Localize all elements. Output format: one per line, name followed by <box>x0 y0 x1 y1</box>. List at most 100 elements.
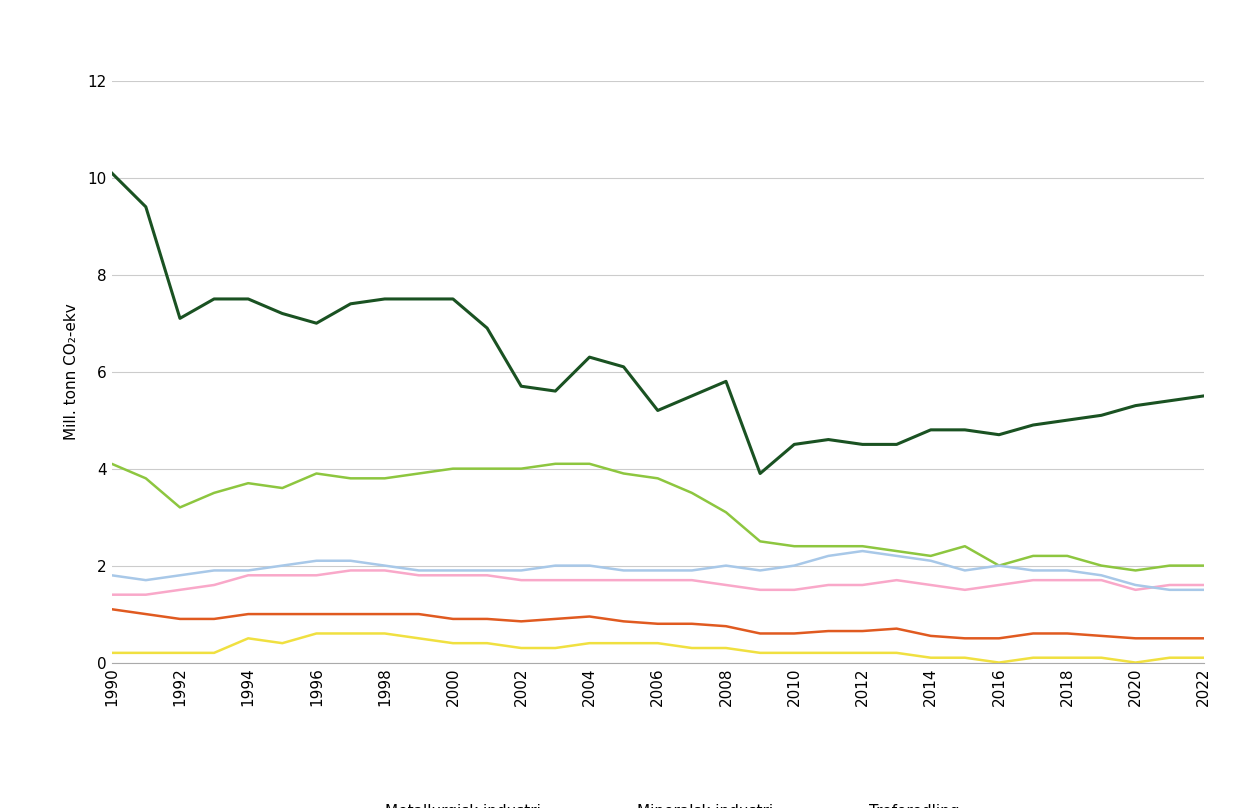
Line: Mineralsk industri: Mineralsk industri <box>112 570 1204 595</box>
Treforedling <box>1163 653 1178 663</box>
Oljeraffinering <box>719 561 733 570</box>
Metallurgisk industri <box>890 440 905 449</box>
Annen industri <box>650 619 665 629</box>
Mineralsk industri <box>172 585 187 595</box>
Metallurgisk industri <box>1196 391 1211 401</box>
Treforedling <box>104 648 119 658</box>
Kjemisk industri <box>992 561 1006 570</box>
Metallurgisk industri <box>549 386 563 396</box>
Kjemisk industri <box>923 551 938 561</box>
Mineralsk industri <box>241 570 256 580</box>
Oljeraffinering <box>1163 585 1178 595</box>
Kjemisk industri <box>685 488 700 498</box>
Oljeraffinering <box>377 561 392 570</box>
Oljeraffinering <box>855 546 870 556</box>
Treforedling <box>1026 653 1041 663</box>
Annen industri <box>139 609 154 619</box>
Treforedling <box>1196 653 1211 663</box>
Kjemisk industri <box>1060 551 1075 561</box>
Kjemisk industri <box>855 541 870 551</box>
Treforedling <box>685 643 700 653</box>
Treforedling <box>992 658 1006 667</box>
Kjemisk industri <box>1026 551 1041 561</box>
Kjemisk industri <box>617 469 632 478</box>
Oljeraffinering <box>549 561 563 570</box>
Metallurgisk industri <box>855 440 870 449</box>
Mineralsk industri <box>446 570 460 580</box>
Annen industri <box>923 631 938 641</box>
Mineralsk industri <box>958 585 973 595</box>
Metallurgisk industri <box>412 294 427 304</box>
Annen industri <box>514 617 529 626</box>
Annen industri <box>480 614 495 624</box>
Annen industri <box>377 609 392 619</box>
Kjemisk industri <box>1196 561 1211 570</box>
Line: Oljeraffinering: Oljeraffinering <box>112 551 1204 590</box>
Metallurgisk industri <box>344 299 359 309</box>
Treforedling <box>923 653 938 663</box>
Oljeraffinering <box>890 551 905 561</box>
Annen industri <box>787 629 802 638</box>
Line: Kjemisk industri: Kjemisk industri <box>112 464 1204 570</box>
Metallurgisk industri <box>787 440 802 449</box>
Oljeraffinering <box>1060 566 1075 575</box>
Kjemisk industri <box>753 537 768 546</box>
Mineralsk industri <box>787 585 802 595</box>
Kjemisk industri <box>890 546 905 556</box>
Kjemisk industri <box>139 473 154 483</box>
Treforedling <box>139 648 154 658</box>
Treforedling <box>446 638 460 648</box>
Mineralsk industri <box>719 580 733 590</box>
Oljeraffinering <box>241 566 256 575</box>
Annen industri <box>958 633 973 643</box>
Treforedling <box>890 648 905 658</box>
Metallurgisk industri <box>617 362 632 372</box>
Oljeraffinering <box>104 570 119 580</box>
Treforedling <box>241 633 256 643</box>
Metallurgisk industri <box>719 377 733 386</box>
Kjemisk industri <box>274 483 289 493</box>
Oljeraffinering <box>344 556 359 566</box>
Annen industri <box>274 609 289 619</box>
Annen industri <box>1095 631 1109 641</box>
Y-axis label: Mill. tonn CO₂-ekv: Mill. tonn CO₂-ekv <box>65 303 79 440</box>
Metallurgisk industri <box>104 168 119 178</box>
Kjemisk industri <box>787 541 802 551</box>
Treforedling <box>1095 653 1109 663</box>
Annen industri <box>104 604 119 614</box>
Oljeraffinering <box>582 561 597 570</box>
Metallurgisk industri <box>139 202 154 212</box>
Annen industri <box>549 614 563 624</box>
Annen industri <box>719 621 733 631</box>
Oljeraffinering <box>992 561 1006 570</box>
Annen industri <box>890 624 905 633</box>
Kjemisk industri <box>1163 561 1178 570</box>
Mineralsk industri <box>1060 575 1075 585</box>
Mineralsk industri <box>480 570 495 580</box>
Mineralsk industri <box>274 570 289 580</box>
Oljeraffinering <box>1196 585 1211 595</box>
Mineralsk industri <box>617 575 632 585</box>
Metallurgisk industri <box>650 406 665 415</box>
Annen industri <box>822 626 836 636</box>
Mineralsk industri <box>139 590 154 600</box>
Metallurgisk industri <box>446 294 460 304</box>
Metallurgisk industri <box>480 323 495 333</box>
Metallurgisk industri <box>992 430 1006 440</box>
Treforedling <box>412 633 427 643</box>
Mineralsk industri <box>309 570 324 580</box>
Mineralsk industri <box>1128 585 1143 595</box>
Treforedling <box>719 643 733 653</box>
Mineralsk industri <box>753 585 768 595</box>
Mineralsk industri <box>822 580 836 590</box>
Line: Annen industri: Annen industri <box>112 609 1204 638</box>
Mineralsk industri <box>104 590 119 600</box>
Treforedling <box>650 638 665 648</box>
Oljeraffinering <box>822 551 836 561</box>
Oljeraffinering <box>753 566 768 575</box>
Mineralsk industri <box>1095 575 1109 585</box>
Oljeraffinering <box>446 566 460 575</box>
Kjemisk industri <box>377 473 392 483</box>
Annen industri <box>1163 633 1178 643</box>
Mineralsk industri <box>992 580 1006 590</box>
